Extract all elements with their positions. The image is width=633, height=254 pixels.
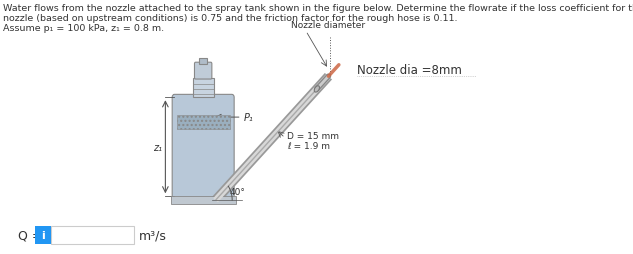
Text: D = 15 mm: D = 15 mm xyxy=(287,131,339,140)
Text: m³/s: m³/s xyxy=(139,228,167,241)
Text: 40°: 40° xyxy=(229,187,245,196)
Text: z₁: z₁ xyxy=(153,142,161,152)
FancyBboxPatch shape xyxy=(194,63,212,80)
Text: P₁: P₁ xyxy=(244,113,254,123)
Ellipse shape xyxy=(314,86,320,93)
FancyBboxPatch shape xyxy=(172,95,234,199)
Text: nozzle (based on upstream conditions) is 0.75 and the friction factor for the ro: nozzle (based on upstream conditions) is… xyxy=(3,14,458,23)
Bar xyxy=(51,226,134,244)
Bar xyxy=(192,78,214,98)
Bar xyxy=(177,116,230,130)
Bar xyxy=(199,58,207,65)
Text: Nozzle diameter: Nozzle diameter xyxy=(291,21,365,30)
Text: Water flows from the nozzle attached to the spray tank shown in the figure below: Water flows from the nozzle attached to … xyxy=(3,4,633,13)
Bar xyxy=(35,226,51,244)
Bar xyxy=(171,196,235,204)
Text: Assume p₁ = 100 kPa, z₁ = 0.8 m.: Assume p₁ = 100 kPa, z₁ = 0.8 m. xyxy=(3,24,164,33)
Text: ℓ = 1.9 m: ℓ = 1.9 m xyxy=(287,141,330,150)
Text: i: i xyxy=(41,230,45,240)
Text: Q =: Q = xyxy=(18,228,42,241)
Text: Nozzle dia =8mm: Nozzle dia =8mm xyxy=(356,64,461,77)
